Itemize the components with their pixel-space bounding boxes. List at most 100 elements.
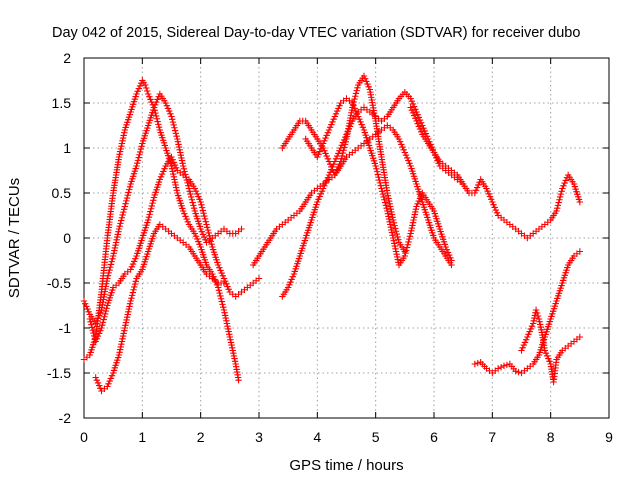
x-tick-label: 4 [313,429,321,445]
data-point [519,344,526,351]
data-point [94,379,102,387]
x-tick-label: 1 [138,429,146,445]
data-point [383,204,390,212]
data-point [205,229,212,237]
data-point [330,116,337,123]
data-point [545,355,552,362]
data-point [135,85,143,92]
data-point [354,113,362,120]
data-point [442,243,449,251]
data-point [557,190,565,198]
data-point [445,251,453,259]
y-tick-label: -1.5 [47,365,71,381]
data-point [527,325,535,333]
data-point [412,106,419,113]
data-point [109,252,117,260]
data-point [193,235,201,243]
data-point [129,289,137,296]
x-tick-label: 5 [372,429,380,445]
data-point [115,153,123,161]
data-point [198,204,206,211]
data-point [408,98,416,105]
data-point [388,208,395,216]
data-point [185,185,193,192]
data-point [536,318,543,325]
data-point [419,122,426,129]
data-point [170,159,178,166]
data-point [146,211,153,218]
data-point [421,127,428,135]
data-point [216,289,223,297]
data-point [182,171,189,178]
data-point [171,176,178,183]
data-point [171,127,179,134]
data-point [403,244,411,251]
data-point [316,148,323,155]
data-point [196,241,203,248]
data-point [315,151,322,158]
y-tick-label: 0.5 [52,185,72,201]
data-point [380,193,387,201]
data-point [81,300,89,307]
data-point [193,190,201,198]
data-point [409,109,417,117]
data-point [173,187,180,194]
data-point [195,193,202,200]
data-point [407,104,414,111]
data-point [153,115,161,122]
data-point [512,368,519,375]
data-point [255,275,263,282]
data-point [122,322,129,329]
data-point [207,238,215,245]
data-point [520,341,528,349]
data-point [338,152,346,160]
data-point [156,176,164,183]
data-point [163,102,171,109]
data-point [554,202,562,209]
data-point [145,213,153,221]
data-point [390,219,398,227]
data-point [415,123,423,130]
data-point [220,306,228,314]
data-point [217,267,224,274]
data-point [401,149,409,156]
data-point [405,238,412,246]
data-point [133,90,140,98]
data-point [192,188,200,195]
data-point [401,252,409,260]
data-point [484,188,491,195]
data-point [126,183,134,191]
data-point [119,137,126,144]
data-point [223,317,230,324]
data-point [553,207,560,215]
data-point [364,80,371,88]
data-point [387,203,394,210]
data-point [414,120,421,127]
data-point [447,254,454,261]
data-point [182,213,189,220]
data-point [151,101,159,108]
data-point [134,159,141,167]
data-point [228,344,236,351]
data-point [106,266,113,274]
data-point [386,200,393,207]
series-arc-1 [80,77,242,384]
data-point [412,206,420,213]
data-point [389,214,396,221]
data-point [152,112,160,120]
data-point [173,132,180,140]
data-point [389,232,396,239]
data-point [125,308,132,315]
data-point [217,295,225,302]
data-point [126,303,133,310]
data-point [162,99,169,107]
data-point [388,211,396,218]
data-point [286,281,293,288]
data-point [335,163,342,171]
data-point [357,118,364,126]
data-point [110,250,117,257]
data-point [132,255,139,262]
data-point [144,90,152,98]
data-point [475,181,482,189]
data-point [112,242,119,249]
